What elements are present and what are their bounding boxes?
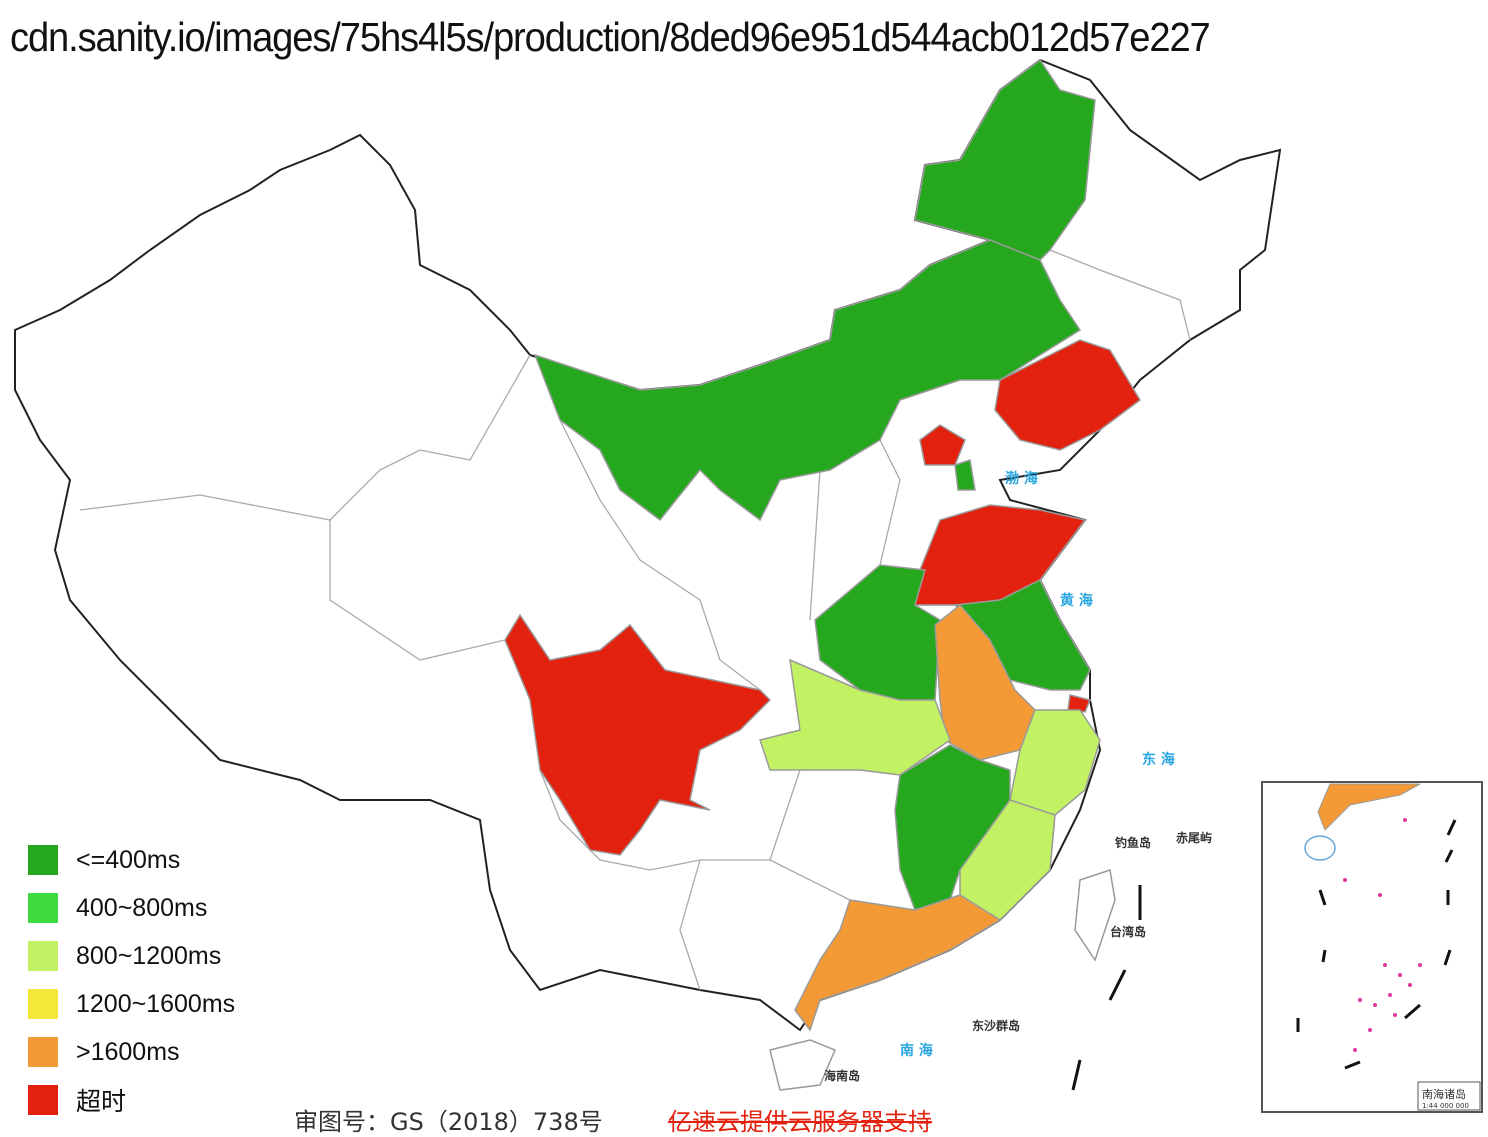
legend-label: <=400ms bbox=[76, 845, 181, 874]
label-chiwei: 赤尾屿 bbox=[1176, 830, 1212, 845]
region-inner-mongolia bbox=[533, 239, 1082, 522]
legend-item: 超时 bbox=[28, 1076, 235, 1124]
region-guangdong bbox=[794, 894, 1002, 1032]
legend-item: 400~800ms bbox=[28, 884, 235, 932]
south-china-sea-inset: 南海诸岛 1:44 000 000 bbox=[1261, 781, 1483, 1113]
label-huanghai: 黄 海 bbox=[1060, 592, 1093, 609]
label-bohai: 渤 海 bbox=[1005, 470, 1038, 487]
legend-label: 超时 bbox=[76, 1088, 127, 1116]
legend-label: >1600ms bbox=[76, 1037, 180, 1066]
nine-dash-line bbox=[1071, 885, 1142, 1091]
legend-swatch bbox=[28, 1085, 58, 1115]
legend-swatch bbox=[28, 941, 58, 971]
legend-item: 800~1200ms bbox=[28, 932, 235, 980]
region-hubei bbox=[759, 658, 951, 776]
label-nanhai: 南 海 bbox=[900, 1042, 933, 1059]
region-hainan bbox=[769, 1039, 836, 1091]
server-support-text: 亿速云提供云服务器支持 bbox=[668, 1108, 932, 1136]
legend: <=400ms 400~800ms 800~1200ms 1200~1600ms… bbox=[28, 836, 235, 1124]
map-approval-number: 审图号：GS（2018）738号 bbox=[294, 1108, 603, 1136]
legend-item: 1200~1600ms bbox=[28, 980, 235, 1028]
legend-label: 1200~1600ms bbox=[76, 989, 236, 1018]
province-border bbox=[679, 859, 701, 991]
legend-swatch bbox=[28, 845, 58, 875]
region-tianjin bbox=[954, 459, 976, 491]
legend-label: 400~800ms bbox=[76, 893, 208, 922]
legend-swatch bbox=[28, 893, 58, 923]
legend-swatch bbox=[28, 1037, 58, 1067]
legend-swatch bbox=[28, 989, 58, 1019]
province-border bbox=[79, 354, 531, 521]
label-hainan: 海南岛 bbox=[824, 1068, 860, 1083]
label-diaoyu: 钓鱼岛 bbox=[1115, 835, 1151, 850]
label-taiwan: 台湾岛 bbox=[1110, 924, 1146, 939]
region-liaoning bbox=[994, 339, 1141, 451]
inset-title: 南海诸岛 bbox=[1422, 1087, 1466, 1101]
province-border bbox=[1049, 249, 1191, 341]
legend-item: <=400ms bbox=[28, 836, 235, 884]
label-donghai: 东 海 bbox=[1142, 751, 1175, 768]
region-shandong bbox=[914, 504, 1087, 606]
province-border bbox=[809, 469, 821, 621]
label-dongsha: 东沙群岛 bbox=[972, 1018, 1020, 1033]
region-shanghai bbox=[1067, 694, 1092, 713]
legend-label: 800~1200ms bbox=[76, 941, 222, 970]
province-border bbox=[879, 439, 901, 566]
region-sichuan bbox=[504, 613, 772, 856]
inset-scale: 1:44 000 000 bbox=[1422, 1102, 1469, 1110]
province-border bbox=[769, 859, 851, 901]
region-beijing bbox=[919, 424, 966, 466]
page-url-title: cdn.sanity.io/images/75hs4l5s/production… bbox=[10, 14, 1211, 60]
province-border bbox=[559, 419, 761, 691]
region-heilongjiang bbox=[914, 58, 1096, 261]
province-border bbox=[329, 520, 506, 661]
region-zhejiang bbox=[1009, 709, 1101, 816]
region-taiwan bbox=[1074, 869, 1116, 962]
legend-item: >1600ms bbox=[28, 1028, 235, 1076]
